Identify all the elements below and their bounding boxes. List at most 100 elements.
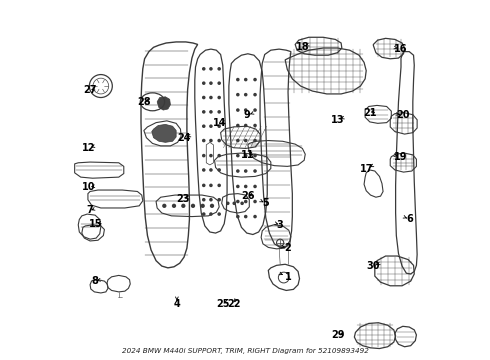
Text: 14: 14: [213, 118, 227, 128]
Circle shape: [218, 96, 221, 99]
Text: 26: 26: [241, 191, 255, 201]
Text: 9: 9: [244, 111, 250, 121]
Text: 25: 25: [216, 299, 229, 309]
Text: 15: 15: [90, 219, 103, 229]
Circle shape: [236, 215, 240, 219]
Circle shape: [209, 125, 213, 128]
Circle shape: [202, 67, 205, 71]
Text: 4: 4: [173, 299, 180, 309]
Circle shape: [209, 184, 213, 187]
Circle shape: [202, 198, 205, 202]
Circle shape: [236, 139, 240, 142]
Text: 17: 17: [360, 163, 374, 174]
Circle shape: [236, 78, 240, 81]
Circle shape: [218, 125, 221, 128]
Circle shape: [244, 200, 247, 203]
Text: 29: 29: [332, 330, 345, 340]
Circle shape: [209, 96, 213, 99]
Circle shape: [209, 67, 213, 71]
Text: 11: 11: [241, 150, 255, 160]
Circle shape: [253, 185, 257, 188]
Text: 16: 16: [394, 44, 408, 54]
Circle shape: [202, 110, 205, 114]
Text: 10: 10: [82, 182, 96, 192]
Circle shape: [209, 110, 213, 114]
Text: 28: 28: [137, 97, 151, 107]
Text: 12: 12: [82, 143, 96, 153]
Circle shape: [236, 154, 240, 157]
Circle shape: [202, 81, 205, 85]
Circle shape: [253, 139, 257, 142]
Circle shape: [209, 81, 213, 85]
Circle shape: [253, 108, 257, 112]
Circle shape: [191, 204, 195, 208]
Circle shape: [210, 204, 214, 208]
Text: 2024 BMW M440i SUPPORT, TRIM, RIGHT Diagram for 52109893492: 2024 BMW M440i SUPPORT, TRIM, RIGHT Diag…: [122, 348, 368, 354]
Circle shape: [244, 108, 247, 112]
Circle shape: [236, 169, 240, 173]
Circle shape: [209, 139, 213, 142]
Text: 18: 18: [295, 42, 309, 52]
Circle shape: [253, 154, 257, 157]
Circle shape: [236, 124, 240, 127]
Circle shape: [253, 78, 257, 81]
Circle shape: [218, 168, 221, 172]
Text: 22: 22: [227, 299, 240, 309]
Circle shape: [244, 154, 247, 157]
Circle shape: [236, 108, 240, 112]
Circle shape: [218, 67, 221, 71]
Text: 8: 8: [91, 276, 98, 286]
Circle shape: [218, 184, 221, 187]
Text: 20: 20: [396, 111, 410, 121]
Text: 13: 13: [331, 115, 344, 125]
Circle shape: [218, 81, 221, 85]
Circle shape: [244, 124, 247, 127]
Circle shape: [244, 185, 247, 188]
Circle shape: [253, 200, 257, 203]
Circle shape: [202, 168, 205, 172]
Text: 21: 21: [363, 108, 376, 118]
Circle shape: [209, 198, 213, 202]
Text: 23: 23: [176, 194, 190, 204]
Circle shape: [209, 154, 213, 157]
Circle shape: [202, 96, 205, 99]
Circle shape: [236, 93, 240, 96]
Text: 5: 5: [263, 198, 269, 208]
Text: 3: 3: [277, 220, 284, 230]
Circle shape: [244, 139, 247, 142]
Circle shape: [209, 212, 213, 216]
Circle shape: [202, 184, 205, 187]
Circle shape: [232, 202, 236, 205]
Circle shape: [218, 212, 221, 216]
Circle shape: [240, 202, 244, 205]
Circle shape: [218, 154, 221, 157]
Circle shape: [202, 125, 205, 128]
Text: 24: 24: [177, 133, 191, 143]
Circle shape: [244, 78, 247, 81]
Circle shape: [202, 212, 205, 216]
Text: 7: 7: [87, 206, 94, 216]
Circle shape: [200, 204, 205, 208]
Circle shape: [253, 215, 257, 219]
Circle shape: [244, 215, 247, 219]
Circle shape: [244, 169, 247, 173]
Circle shape: [209, 168, 213, 172]
Circle shape: [172, 204, 176, 208]
Polygon shape: [152, 125, 176, 142]
Text: 1: 1: [285, 272, 292, 282]
Circle shape: [202, 139, 205, 142]
Text: 27: 27: [83, 85, 97, 95]
Circle shape: [253, 124, 257, 127]
Circle shape: [244, 93, 247, 96]
Circle shape: [236, 200, 240, 203]
Text: 6: 6: [407, 215, 414, 224]
Circle shape: [218, 139, 221, 142]
Circle shape: [162, 204, 167, 208]
Text: 19: 19: [394, 152, 408, 162]
Text: 30: 30: [367, 261, 380, 271]
Text: 2: 2: [284, 243, 291, 253]
Polygon shape: [157, 97, 171, 110]
Circle shape: [218, 110, 221, 114]
Circle shape: [236, 185, 240, 188]
Circle shape: [226, 202, 230, 205]
